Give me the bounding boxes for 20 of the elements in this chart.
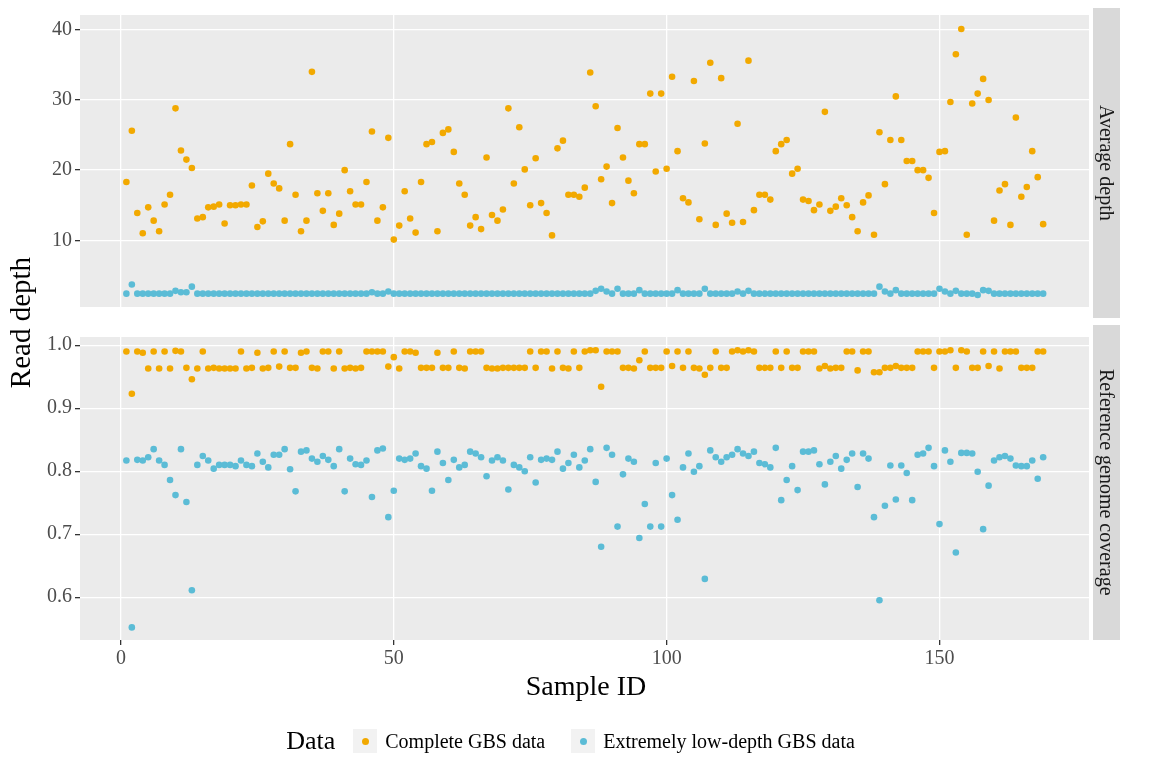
- y-tick-label: 1.0: [47, 332, 72, 355]
- text: Reference genome coverage: [1095, 369, 1118, 596]
- y-tick-label: 0.6: [47, 584, 72, 607]
- y-tick-label: 0.9: [47, 395, 72, 418]
- x-axis-title: Sample ID: [524, 670, 648, 702]
- y-tick-label: 40: [52, 16, 72, 39]
- text: Average depth: [1095, 105, 1118, 221]
- x-tick-label: 50: [383, 646, 404, 669]
- x-tick-label: 0: [115, 646, 126, 669]
- legend-label: Extremely low-depth GBS data: [603, 729, 855, 753]
- legend-label: Complete GBS data: [385, 729, 546, 753]
- y-tick-label: 30: [52, 87, 72, 110]
- y-tick-label: 0.7: [47, 521, 72, 544]
- y-axis-title: Read depth: [3, 255, 37, 391]
- y-tick-label: 10: [52, 227, 72, 250]
- x-tick-label: 100: [651, 646, 682, 669]
- legend-title: Data: [286, 726, 336, 756]
- y-tick-label: 0.8: [47, 458, 72, 481]
- x-tick-label: 150: [924, 646, 955, 669]
- y-tick-label: 20: [52, 157, 72, 180]
